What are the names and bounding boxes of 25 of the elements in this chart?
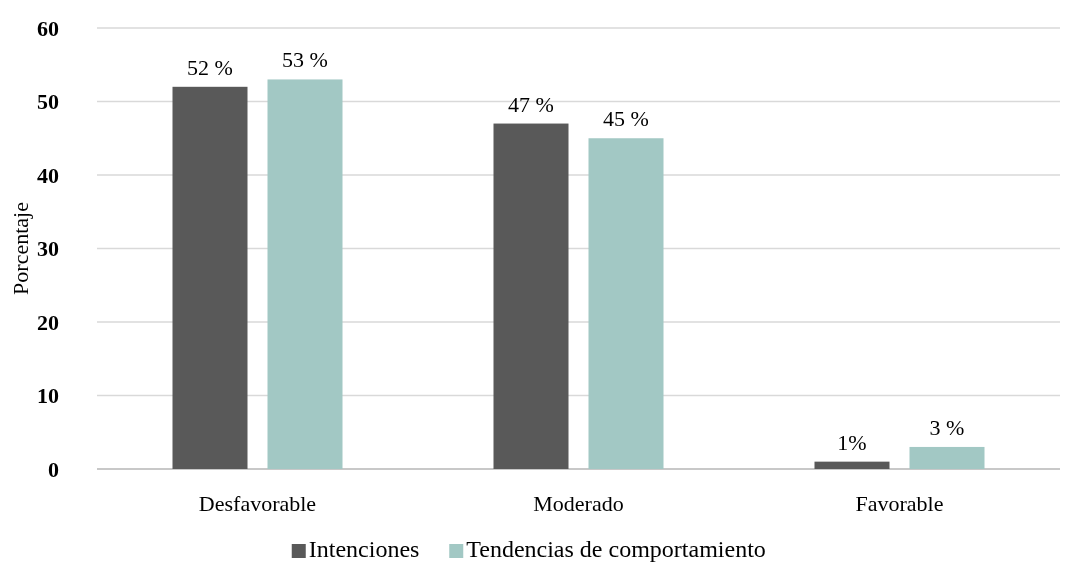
y-tick-label: 10 [37,383,59,409]
y-tick-label: 60 [37,15,59,41]
data-label: 3 % [929,414,965,440]
bar [814,461,890,469]
y-axis-title: Porcentaje [8,202,33,295]
y-tick-label: 40 [37,162,59,188]
x-tick-label: Desfavorable [198,491,317,516]
legend-label: Intenciones [308,536,420,562]
bar [267,79,343,469]
data-label: 45 % [603,106,649,132]
y-tick-label: 50 [37,89,59,115]
data-label: 52 % [187,54,233,80]
x-tick-label: Favorable [855,491,944,516]
y-tick-label: 30 [37,236,59,262]
y-tick-label: 20 [37,309,59,335]
y-tick-label: 0 [48,456,59,482]
data-label: 53 % [282,47,328,73]
data-label: 1% [837,429,867,455]
bar [909,446,985,469]
legend-label: Tendencias de comportamiento [466,536,766,562]
bar [172,86,248,469]
bar [588,138,664,469]
x-tick-label: Moderado [533,491,624,516]
data-label: 47 % [508,91,554,117]
bar [493,123,569,469]
